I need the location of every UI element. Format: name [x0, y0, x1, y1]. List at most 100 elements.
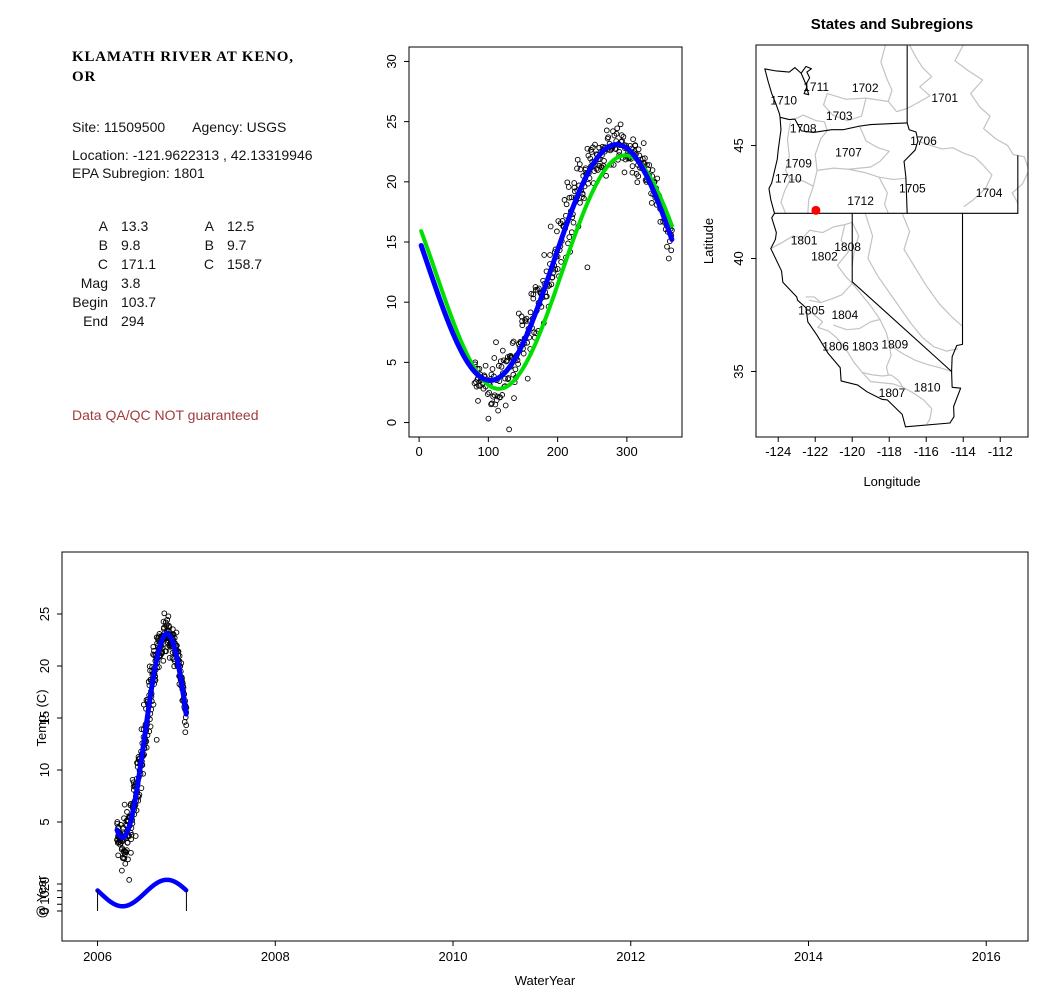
epa-subregion-line: EPA Subregion: 1801	[72, 165, 205, 181]
temp-tick-label: 5	[37, 818, 52, 825]
longitude-tick-label: -112	[988, 444, 1013, 459]
coefficient-row: C 158.7	[196, 255, 262, 274]
subregion-label-1804: 1804	[831, 308, 858, 322]
subregion-label-1710: 1710	[775, 171, 802, 185]
map-box	[755, 44, 1029, 438]
plot-box	[61, 551, 1029, 942]
site-agency-line: Site: 11509500 Agency: USGS	[72, 118, 286, 136]
subregion-label-1703: 1703	[826, 109, 853, 123]
y-tick-label: 0	[384, 419, 399, 426]
wateryear-tick-label: 2010	[439, 949, 468, 964]
seasonal-fit-curve-main	[114, 631, 189, 841]
seasonal-template-curve	[95, 877, 189, 909]
subregion-label-1807: 1807	[879, 386, 906, 400]
wateryear-tick-label: 2014	[794, 949, 823, 964]
coefficient-label: B	[204, 237, 214, 253]
fit-coefficients-secondary: A 12.5 B 9.7 C 158.7	[196, 217, 262, 274]
temp-axis-label: Temp. (C)	[34, 689, 49, 746]
coefficient-label: End	[83, 313, 108, 329]
subregion-label-1704: 1704	[976, 186, 1003, 200]
subregion-label-1708: 1708	[790, 122, 817, 136]
latitude-tick-label: 45	[731, 138, 746, 152]
fit-coefficients-primary: A 13.3 B 9.8 C 171.1 Mag 3.8 Begin 103.7 End 294	[64, 217, 156, 331]
subregion-label-1803: 1803	[852, 340, 879, 354]
site-id: Site: 11509500	[72, 119, 166, 135]
temp-tick-label: 20	[37, 659, 52, 673]
station-title: KLAMATH RIVER AT KENO, OR	[72, 47, 294, 87]
subregion-label-1711: 1711	[803, 80, 829, 94]
wateryear-tick-label: 2012	[616, 949, 645, 964]
x-tick-label: 200	[547, 444, 569, 459]
y-tick-label: 5	[384, 359, 399, 366]
subregion-label-1712: 1712	[847, 194, 874, 208]
coefficient-label: A	[98, 218, 108, 234]
coefficient-row: B 9.8	[64, 236, 156, 255]
x-tick-label: 100	[478, 444, 500, 459]
coefficient-row: End 294	[64, 312, 156, 331]
temp-tick-label: 15	[37, 711, 52, 725]
subregion-label-1710: 1710	[770, 93, 797, 107]
subregion-label-1701: 1701	[931, 91, 958, 105]
y-tick-label: 20	[384, 175, 399, 189]
year-scale-tick-label: 10	[37, 890, 52, 904]
year-scale-tick-label: 0	[37, 907, 52, 914]
subregion-label-1706: 1706	[910, 134, 937, 148]
location-line: Location: -121.9622313 , 42.13319946	[72, 147, 313, 163]
map-title: States and Subregions	[811, 16, 974, 33]
longitude-tick-label: -122	[802, 444, 828, 459]
coefficient-label: Begin	[72, 294, 108, 310]
map-geometry: 1711 170217011710170317081706170717091710…	[764, 45, 1028, 428]
wateryear-tick-label: 2006	[83, 949, 112, 964]
coefficient-value: 9.7	[227, 237, 247, 253]
subregion-label-1709: 1709	[785, 157, 812, 171]
subregion-label-1810: 1810	[914, 380, 941, 394]
subregion-label-1801: 1801	[791, 233, 818, 247]
wateryear-tick-label: 2008	[261, 949, 290, 964]
subregion-label-1702: 1702	[852, 81, 879, 95]
map-xlabel: Longitude	[863, 474, 920, 489]
temp-tick-label: 25	[37, 607, 52, 621]
subregion-label-1705: 1705	[899, 181, 926, 195]
coefficient-value: 171.1	[121, 256, 157, 272]
y-tick-label: 25	[384, 114, 399, 128]
coefficient-label: Mag	[80, 275, 108, 291]
site-location-marker	[811, 205, 821, 215]
longitude-tick-label: -120	[839, 444, 865, 459]
coefficient-value: 12.5	[227, 218, 255, 234]
y-tick-label: 10	[384, 295, 399, 309]
coefficient-label: C	[203, 256, 214, 272]
coefficient-label: B	[98, 237, 108, 253]
y-tick-label: 15	[384, 235, 399, 249]
longitude-tick-label: -124	[765, 444, 791, 459]
x-tick-label: 300	[616, 444, 638, 459]
longitude-tick-label: -118	[877, 444, 902, 459]
wateryear-tick-label: 2016	[972, 949, 1001, 964]
coefficient-label: C	[97, 256, 108, 272]
coefficient-value: 294	[121, 313, 145, 329]
coefficient-value: 13.3	[121, 218, 149, 234]
coefficient-row: C 171.1	[64, 255, 156, 274]
latitude-tick-label: 35	[731, 364, 746, 378]
subregion-label-1806: 1806	[822, 340, 849, 354]
subregion-label-1707: 1707	[835, 145, 862, 159]
coefficient-row: A 12.5	[196, 217, 262, 236]
longitude-tick-label: -116	[914, 444, 939, 459]
subregion-label-1808: 1808	[834, 240, 861, 254]
coefficient-value: 3.8	[121, 275, 141, 291]
coefficient-row: A 13.3	[64, 217, 156, 236]
chosen-fit-curve	[418, 142, 675, 383]
coefficient-row: Begin 103.7	[64, 293, 156, 312]
qaqc-warning-text: Data QA/QC NOT guaranteed	[72, 407, 259, 423]
year-axis-label: @ Year	[34, 875, 49, 919]
latitude-tick-label: 40	[731, 251, 746, 265]
subregion-label-1802: 1802	[811, 249, 838, 263]
alternate-fit-curve	[419, 153, 674, 391]
coefficient-row: Mag 3.8	[64, 274, 156, 293]
coefficient-value: 103.7	[121, 294, 157, 310]
station-title-line1: KLAMATH RIVER AT KENO,	[72, 49, 294, 65]
agency: Agency: USGS	[192, 119, 287, 135]
